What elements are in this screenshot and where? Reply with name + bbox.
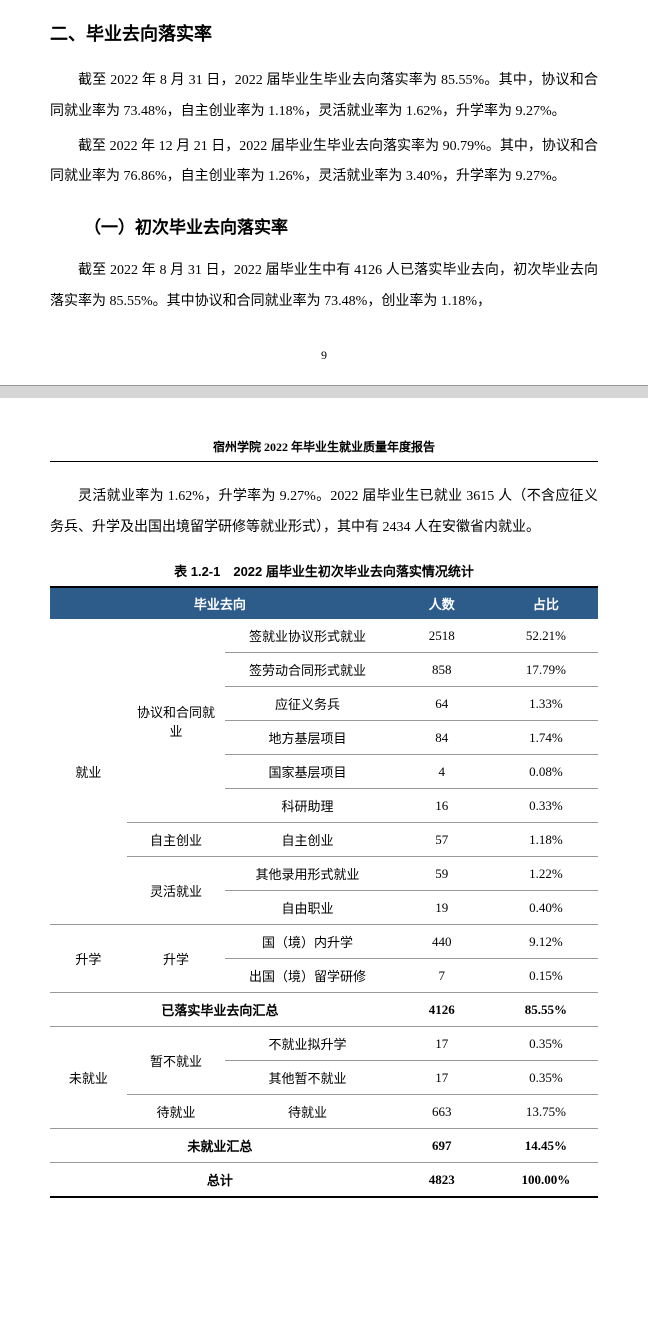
- cell-cat3: 签劳动合同形式就业: [225, 653, 389, 687]
- table-body: 就业协议和合同就业签就业协议形式就业251852.21%签劳动合同形式就业858…: [50, 619, 598, 1197]
- cell-cat3: 自主创业: [225, 823, 389, 857]
- cell-pct: 0.35%: [494, 1061, 598, 1095]
- table-row: 未就业暂不就业不就业拟升学170.35%: [50, 1027, 598, 1061]
- page-separator: [0, 386, 648, 398]
- cell-cat3: 自由职业: [225, 891, 389, 925]
- summary-count: 4823: [390, 1163, 494, 1198]
- cell-pct: 1.74%: [494, 721, 598, 755]
- cell-count: 84: [390, 721, 494, 755]
- cell-pct: 52.21%: [494, 619, 598, 653]
- summary-row: 未就业汇总69714.45%: [50, 1129, 598, 1163]
- cell-pct: 0.15%: [494, 959, 598, 993]
- th-percent: 占比: [494, 587, 598, 619]
- cell-pct: 0.40%: [494, 891, 598, 925]
- subsection-heading-3: （一）初次毕业去向落实率: [50, 213, 598, 238]
- table-row: 自主创业自主创业571.18%: [50, 823, 598, 857]
- cell-pct: 9.12%: [494, 925, 598, 959]
- cell-pct: 1.18%: [494, 823, 598, 857]
- cell-cat1: 未就业: [50, 1027, 127, 1129]
- summary-label: 总计: [50, 1163, 390, 1198]
- cell-cat3: 国家基层项目: [225, 755, 389, 789]
- table-row: 待就业待就业66313.75%: [50, 1095, 598, 1129]
- cell-pct: 0.08%: [494, 755, 598, 789]
- summary-count: 4126: [390, 993, 494, 1027]
- cell-count: 663: [390, 1095, 494, 1129]
- cell-cat3: 其他录用形式就业: [225, 857, 389, 891]
- cell-cat3: 地方基层项目: [225, 721, 389, 755]
- cell-cat3: 待就业: [225, 1095, 389, 1129]
- th-destination: 毕业去向: [50, 587, 390, 619]
- cell-count: 440: [390, 925, 494, 959]
- employment-table: 毕业去向 人数 占比 就业协议和合同就业签就业协议形式就业251852.21%签…: [50, 586, 598, 1198]
- summary-pct: 100.00%: [494, 1163, 598, 1198]
- cell-count: 57: [390, 823, 494, 857]
- cell-count: 59: [390, 857, 494, 891]
- cell-pct: 1.22%: [494, 857, 598, 891]
- cell-cat2: 协议和合同就业: [127, 619, 226, 823]
- cell-count: 858: [390, 653, 494, 687]
- summary-label: 未就业汇总: [50, 1129, 390, 1163]
- cell-pct: 0.35%: [494, 1027, 598, 1061]
- cell-cat1: 就业: [50, 619, 127, 925]
- cell-cat2: 灵活就业: [127, 857, 226, 925]
- page-1: 二、毕业去向落实率 截至 2022 年 8 月 31 日，2022 届毕业生毕业…: [0, 0, 648, 383]
- cell-count: 7: [390, 959, 494, 993]
- summary-pct: 14.45%: [494, 1129, 598, 1163]
- summary-count: 697: [390, 1129, 494, 1163]
- cell-count: 17: [390, 1061, 494, 1095]
- paragraph-3: 截至 2022 年 8 月 31 日，2022 届毕业生中有 4126 人已落实…: [50, 256, 598, 318]
- table-row: 灵活就业其他录用形式就业591.22%: [50, 857, 598, 891]
- cell-count: 19: [390, 891, 494, 925]
- table-caption: 表 1.2-1 2022 届毕业生初次毕业去向落实情况统计: [50, 561, 598, 580]
- cell-pct: 13.75%: [494, 1095, 598, 1129]
- cell-count: 2518: [390, 619, 494, 653]
- cell-cat2: 升学: [127, 925, 226, 993]
- summary-pct: 85.55%: [494, 993, 598, 1027]
- table-row: 升学升学国（境）内升学4409.12%: [50, 925, 598, 959]
- cell-cat2: 暂不就业: [127, 1027, 226, 1095]
- paragraph-2: 截至 2022 年 12 月 21 日，2022 届毕业生毕业去向落实率为 90…: [50, 132, 598, 194]
- paragraph-continued: 灵活就业率为 1.62%，升学率为 9.27%。2022 届毕业生已就业 361…: [50, 482, 598, 544]
- cell-pct: 17.79%: [494, 653, 598, 687]
- page-2: 宿州学院 2022 年毕业生就业质量年度报告 灵活就业率为 1.62%，升学率为…: [0, 398, 648, 1219]
- cell-count: 4: [390, 755, 494, 789]
- section-heading-2: 二、毕业去向落实率: [50, 20, 598, 46]
- cell-count: 64: [390, 687, 494, 721]
- cell-cat2: 自主创业: [127, 823, 226, 857]
- page-number: 9: [50, 348, 598, 363]
- table-header-row: 毕业去向 人数 占比: [50, 587, 598, 619]
- table-row: 就业协议和合同就业签就业协议形式就业251852.21%: [50, 619, 598, 653]
- cell-pct: 0.33%: [494, 789, 598, 823]
- cell-cat3: 国（境）内升学: [225, 925, 389, 959]
- cell-cat3: 不就业拟升学: [225, 1027, 389, 1061]
- cell-cat3: 科研助理: [225, 789, 389, 823]
- paragraph-1: 截至 2022 年 8 月 31 日，2022 届毕业生毕业去向落实率为 85.…: [50, 66, 598, 128]
- cell-cat3: 其他暂不就业: [225, 1061, 389, 1095]
- header-underline: [50, 461, 598, 462]
- report-header: 宿州学院 2022 年毕业生就业质量年度报告: [0, 398, 648, 461]
- cell-count: 16: [390, 789, 494, 823]
- cell-count: 17: [390, 1027, 494, 1061]
- summary-row: 总计4823100.00%: [50, 1163, 598, 1198]
- cell-pct: 1.33%: [494, 687, 598, 721]
- summary-label: 已落实毕业去向汇总: [50, 993, 390, 1027]
- cell-cat2: 待就业: [127, 1095, 226, 1129]
- cell-cat3: 出国（境）留学研修: [225, 959, 389, 993]
- cell-cat3: 签就业协议形式就业: [225, 619, 389, 653]
- th-count: 人数: [390, 587, 494, 619]
- summary-row: 已落实毕业去向汇总412685.55%: [50, 993, 598, 1027]
- cell-cat1: 升学: [50, 925, 127, 993]
- cell-cat3: 应征义务兵: [225, 687, 389, 721]
